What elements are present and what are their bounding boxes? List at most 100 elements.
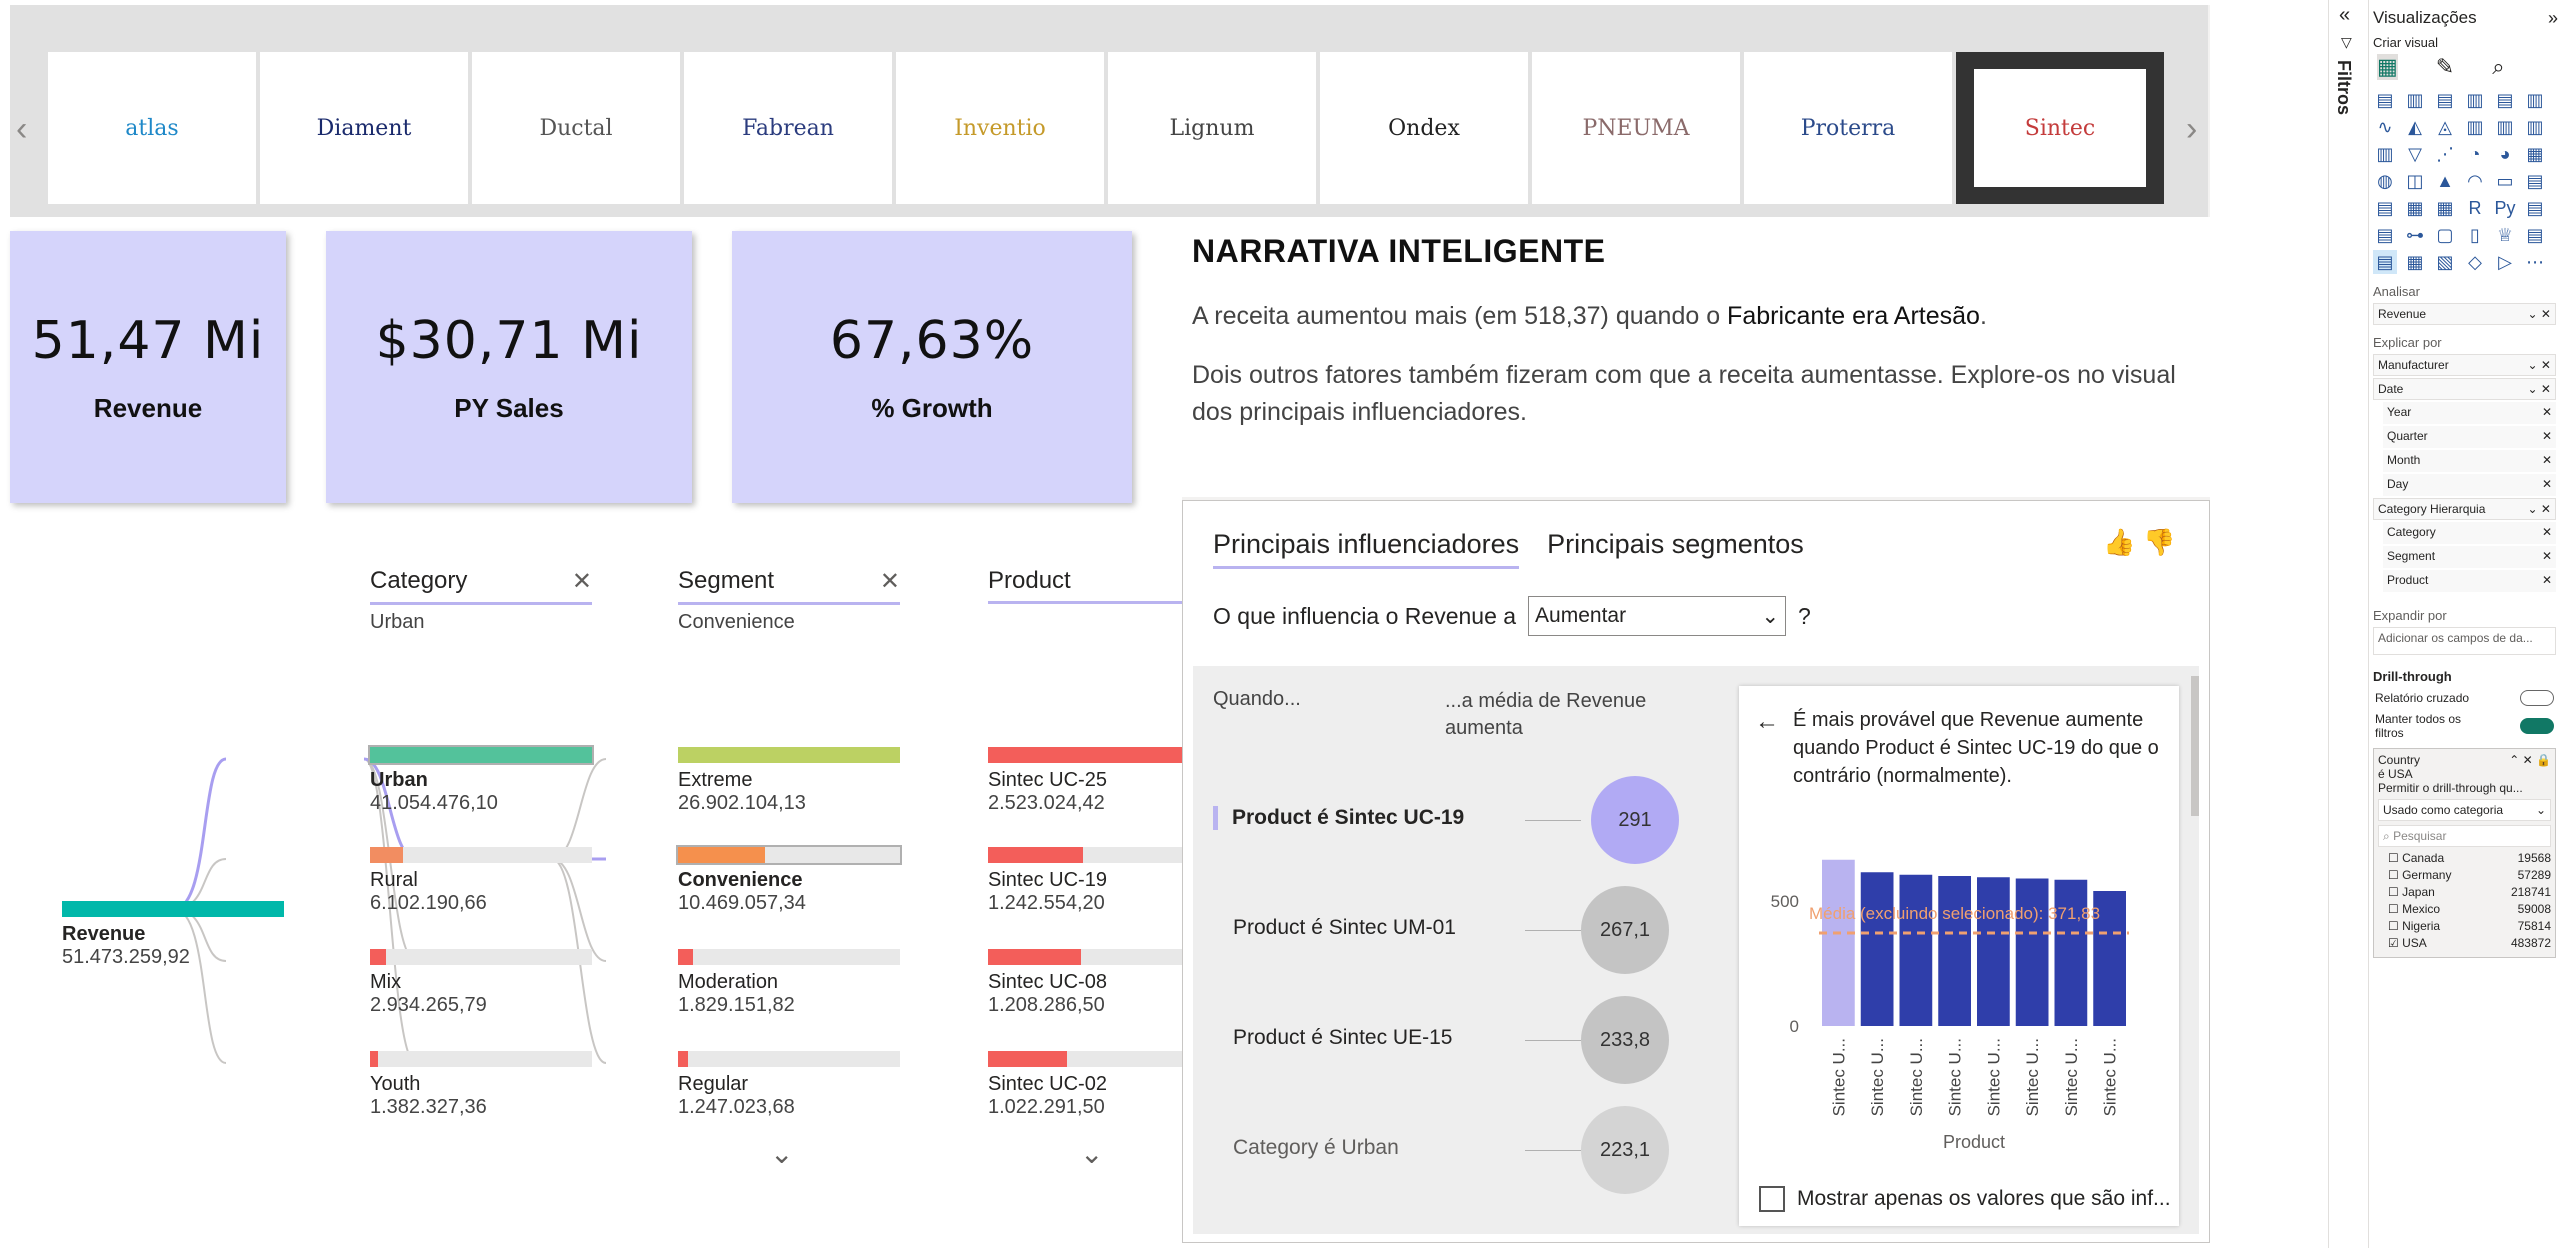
date-hierarchy-field[interactable]: Month ✕	[2383, 450, 2556, 472]
logo-card-fabrean[interactable]: Fabrean	[684, 52, 892, 204]
search-input[interactable]: ⌕ Pesquisar	[2378, 825, 2551, 847]
logo-card-sintec[interactable]: Sintec	[1956, 52, 2164, 204]
visual-type-icon[interactable]: ▯	[2470, 225, 2480, 245]
checkbox[interactable]	[1759, 1186, 1785, 1212]
visual-type-icon[interactable]: ▤	[2526, 198, 2544, 218]
logo-card-ductal[interactable]: Ductal	[472, 52, 680, 204]
root-node[interactable]: Revenue 51.473.259,92	[62, 901, 284, 969]
kpi-py-sales-card[interactable]: $30,71 Mi PY Sales	[326, 231, 692, 503]
visual-type-icon[interactable]: ▤	[2376, 225, 2394, 245]
keep-filters-toggle[interactable]	[2520, 718, 2554, 734]
hierarchy-field[interactable]: Category Hierarquia ⌄ ✕	[2373, 498, 2556, 520]
visual-type-icon[interactable]: ◕	[2499, 144, 2511, 164]
tab-key-influencers[interactable]: Principais influenciadores	[1213, 529, 1520, 569]
visual-type-icon[interactable]: ▥	[2496, 117, 2514, 137]
product-node[interactable]: Sintec UC-25 2.523.024,42	[988, 747, 1182, 815]
segment-node[interactable]: Convenience 10.469.057,34	[676, 845, 902, 915]
arrow-left-icon[interactable]: ←	[1755, 708, 1779, 735]
influencer-row[interactable]: Product é Sintec UE-15	[1233, 1026, 1453, 1049]
product-node[interactable]: Sintec UC-19 1.242.554,20	[988, 847, 1182, 915]
category-node[interactable]: Urban 41.054.476,10	[368, 745, 594, 815]
thumbs-up-icon[interactable]: 👍	[2103, 527, 2136, 557]
visual-type-icon[interactable]: ▥	[2526, 90, 2544, 110]
visual-type-icon[interactable]: Py	[2494, 198, 2516, 218]
influence-bubble[interactable]: 233,8	[1581, 996, 1669, 1084]
logo-card-lignum[interactable]: Lignum	[1108, 52, 1316, 204]
visual-type-icon[interactable]: ▤	[2373, 250, 2397, 274]
visual-type-icon[interactable]: ▤	[2436, 90, 2454, 110]
visual-type-icon[interactable]: ▥	[2406, 90, 2424, 110]
visual-type-icon[interactable]: ▤	[2496, 90, 2514, 110]
influence-bubble[interactable]: 291	[1591, 776, 1679, 864]
visual-type-icon[interactable]: ▦	[2526, 144, 2544, 164]
usage-select[interactable]: Usado como categoria ⌄	[2378, 799, 2551, 821]
country-filter-item[interactable]: ☐ Japan 218741	[2388, 885, 2551, 899]
visual-type-icon[interactable]: ◇	[2468, 252, 2482, 272]
logo-card-proterra[interactable]: Proterra	[1744, 52, 1952, 204]
category-hierarchy-field[interactable]: Product ✕	[2383, 570, 2556, 592]
column-product[interactable]: Product	[988, 567, 1182, 604]
visual-type-icon[interactable]: ▭	[2496, 171, 2514, 191]
category-hierarchy-field[interactable]: Segment ✕	[2383, 546, 2556, 568]
segment-node[interactable]: Moderation 1.829.151,82	[678, 949, 900, 1017]
visual-type-icon[interactable]: ▤	[2526, 225, 2544, 245]
category-node[interactable]: Mix 2.934.265,79	[370, 949, 592, 1017]
visual-type-icon[interactable]: ◭	[2408, 117, 2422, 137]
smart-narrative[interactable]: NARRATIVA INTELIGENTE A receita aumentou…	[1182, 217, 2210, 497]
country-filter-item[interactable]: ☐ Mexico 59008	[2388, 902, 2551, 916]
visual-type-icon[interactable]: ◍	[2377, 171, 2393, 191]
kpi-revenue-card[interactable]: 51,47 Mi Revenue	[10, 231, 286, 503]
visual-type-icon[interactable]: ▧	[2436, 252, 2454, 272]
chevron-down-icon[interactable]: ⌄	[770, 1138, 794, 1169]
segment-node[interactable]: Extreme 26.902.104,13	[678, 747, 900, 815]
country-filter-item[interactable]: ☐ Germany 57289	[2388, 868, 2551, 882]
thumbs-down-icon[interactable]: 👎	[2143, 527, 2176, 557]
logo-card-inventio[interactable]: Inventio	[896, 52, 1104, 204]
category-node[interactable]: Rural 6.102.190,66	[370, 847, 592, 915]
visual-type-icon[interactable]: ▤	[2376, 90, 2394, 110]
visual-type-icon[interactable]: ▲	[2436, 171, 2454, 191]
close-icon[interactable]: ✕	[571, 568, 592, 595]
tab-top-segments[interactable]: Principais segmentos	[1547, 529, 1804, 559]
product-node[interactable]: Sintec UC-02 1.022.291,50	[988, 1051, 1182, 1119]
influence-bubble[interactable]: 223,1	[1581, 1106, 1669, 1194]
column-category[interactable]: Category ✕ Urban	[370, 567, 592, 633]
build-visual-icon[interactable]: ▦	[2377, 54, 2398, 80]
category-node[interactable]: Youth 1.382.327,36	[370, 1051, 592, 1119]
increase-select[interactable]: Aumentar ⌄	[1528, 596, 1787, 636]
segment-node[interactable]: Regular 1.247.023,68	[678, 1051, 900, 1119]
visual-type-icon[interactable]: ▷	[2498, 252, 2512, 272]
visual-type-icon[interactable]: ▥	[2466, 117, 2484, 137]
category-hierarchy-field[interactable]: Category ✕	[2383, 522, 2556, 544]
visual-type-icon[interactable]: ▢	[2436, 225, 2454, 245]
date-hierarchy-field[interactable]: Quarter ✕	[2383, 426, 2556, 448]
logo-card-diament[interactable]: Diament	[260, 52, 468, 204]
logo-card-pneuma[interactable]: PNEUMA	[1532, 52, 1740, 204]
country-filter-item[interactable]: ☐ Nigeria 75814	[2388, 919, 2551, 933]
visual-type-icon[interactable]: ◬	[2438, 117, 2452, 137]
visual-type-icon[interactable]: ⋰	[2436, 144, 2454, 164]
visual-type-icon[interactable]: ▦	[2406, 252, 2424, 272]
visual-type-icon[interactable]: ∿	[2377, 117, 2393, 137]
filter-card-actions-icon[interactable]: ⌃ ✕ 🔒	[2509, 753, 2551, 767]
cross-report-toggle[interactable]	[2520, 690, 2554, 706]
analytics-icon[interactable]: ⌕	[2492, 54, 2505, 79]
visual-type-icon[interactable]: ▥	[2526, 117, 2544, 137]
logo-card-atlas[interactable]: atlas	[48, 52, 256, 204]
help-icon[interactable]: ?	[1798, 602, 1811, 629]
visual-type-icon[interactable]: ◠	[2467, 171, 2483, 191]
scrollbar[interactable]	[2191, 676, 2199, 816]
visual-type-icon[interactable]: ◔	[2469, 144, 2481, 164]
explain-field[interactable]: Manufacturer ⌄ ✕	[2373, 354, 2556, 376]
visual-type-icon[interactable]: ⊶	[2406, 225, 2424, 245]
close-icon[interactable]: ✕	[879, 568, 900, 595]
visual-type-icon[interactable]: ♕	[2496, 225, 2514, 245]
kpi-growth-card[interactable]: 67,63% % Growth	[732, 231, 1132, 503]
visual-type-icon[interactable]: ⋯	[2526, 252, 2544, 272]
analyze-field[interactable]: Revenue ⌄ ✕	[2373, 303, 2556, 325]
visual-type-icon[interactable]: ◫	[2406, 171, 2424, 191]
influencer-row[interactable]: Category é Urban	[1233, 1136, 1399, 1159]
visual-type-icon[interactable]: ▥	[2466, 90, 2484, 110]
visual-type-icon[interactable]: ▦	[2406, 198, 2424, 218]
visual-type-icon[interactable]: ▽	[2408, 144, 2422, 164]
